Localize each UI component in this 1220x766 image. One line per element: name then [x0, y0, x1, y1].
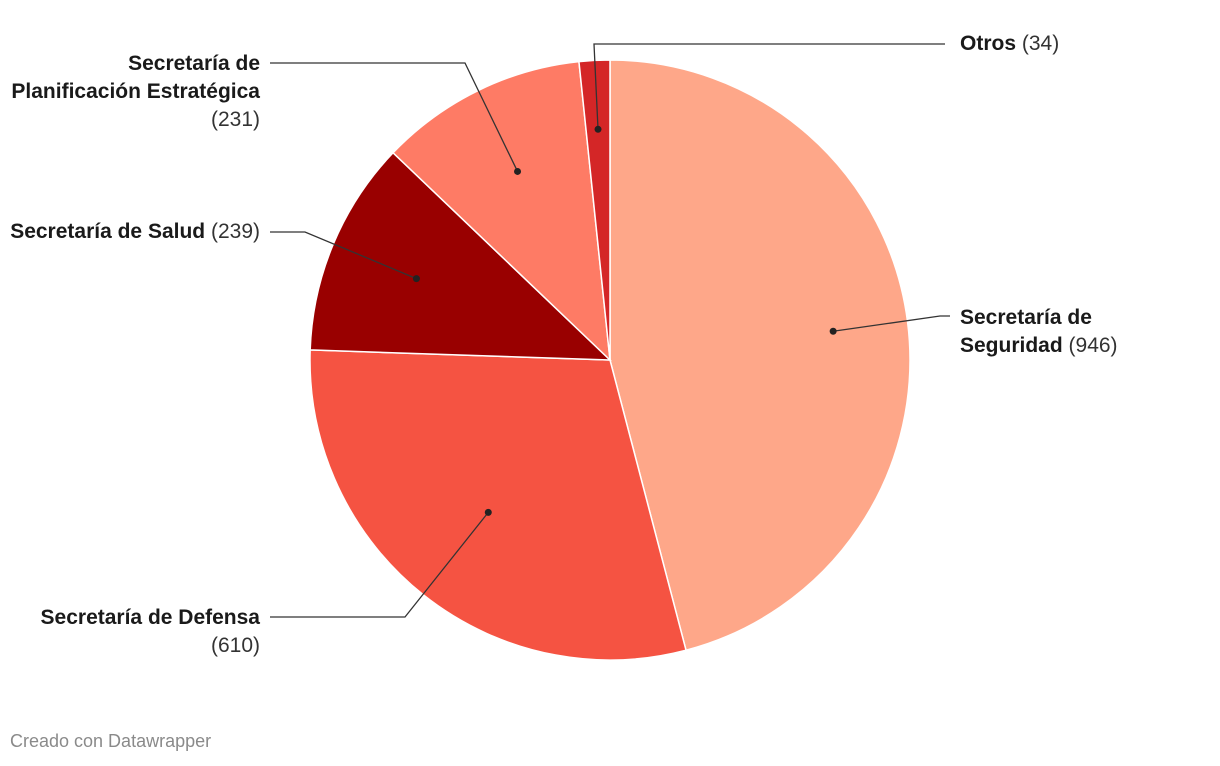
leader-defensa — [270, 511, 489, 618]
leader-otros-dot — [594, 125, 602, 133]
label-seguridad: Secretaría de Seguridad (946) — [960, 306, 1118, 357]
label-otros: Otros (34) — [960, 32, 1060, 55]
leader-seguridad — [833, 315, 950, 332]
leader-seguridad-dot — [829, 327, 837, 335]
label-salud: Secretaría de Salud (239) — [10, 220, 260, 243]
leader-salud-dot — [412, 275, 420, 283]
slice-seguridad — [609, 59, 911, 652]
leader-planificacion — [270, 62, 519, 172]
leader-otros — [593, 43, 945, 130]
leader-defensa-dot — [484, 508, 492, 516]
leader-planificacion-dot — [514, 167, 522, 175]
datawrapper-credit: Creado con Datawrapper — [10, 731, 212, 751]
leader-salud — [270, 231, 417, 280]
label-defensa: Secretaría de Defensa (610) — [40, 606, 260, 657]
label-planificacion: Secretaría de Planificación Estratégica … — [11, 52, 260, 131]
